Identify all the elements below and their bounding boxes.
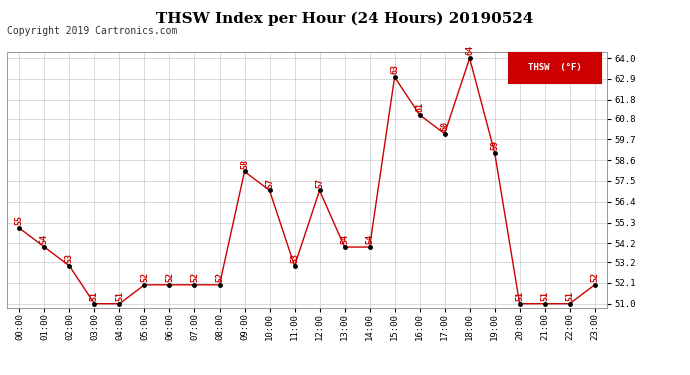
Text: 59: 59 [490, 140, 499, 150]
Text: 51: 51 [565, 291, 574, 301]
Text: 51: 51 [515, 291, 524, 301]
Text: 64: 64 [465, 45, 474, 56]
Text: 60: 60 [440, 121, 449, 131]
Text: Copyright 2019 Cartronics.com: Copyright 2019 Cartronics.com [7, 26, 177, 36]
Text: 63: 63 [390, 64, 399, 74]
Text: 55: 55 [15, 215, 24, 225]
Text: 54: 54 [365, 234, 374, 244]
Text: 61: 61 [415, 102, 424, 112]
Text: 58: 58 [240, 159, 249, 169]
Text: 54: 54 [40, 234, 49, 244]
Text: 57: 57 [265, 178, 274, 188]
Text: 52: 52 [140, 272, 149, 282]
Text: 51: 51 [540, 291, 549, 301]
Text: 52: 52 [590, 272, 599, 282]
Text: 51: 51 [115, 291, 124, 301]
Text: 52: 52 [190, 272, 199, 282]
Text: 52: 52 [165, 272, 174, 282]
Text: 57: 57 [315, 178, 324, 188]
Text: 51: 51 [90, 291, 99, 301]
Text: 53: 53 [290, 253, 299, 263]
Text: 52: 52 [215, 272, 224, 282]
Text: 53: 53 [65, 253, 74, 263]
Text: THSW Index per Hour (24 Hours) 20190524: THSW Index per Hour (24 Hours) 20190524 [157, 11, 533, 26]
Text: 54: 54 [340, 234, 349, 244]
